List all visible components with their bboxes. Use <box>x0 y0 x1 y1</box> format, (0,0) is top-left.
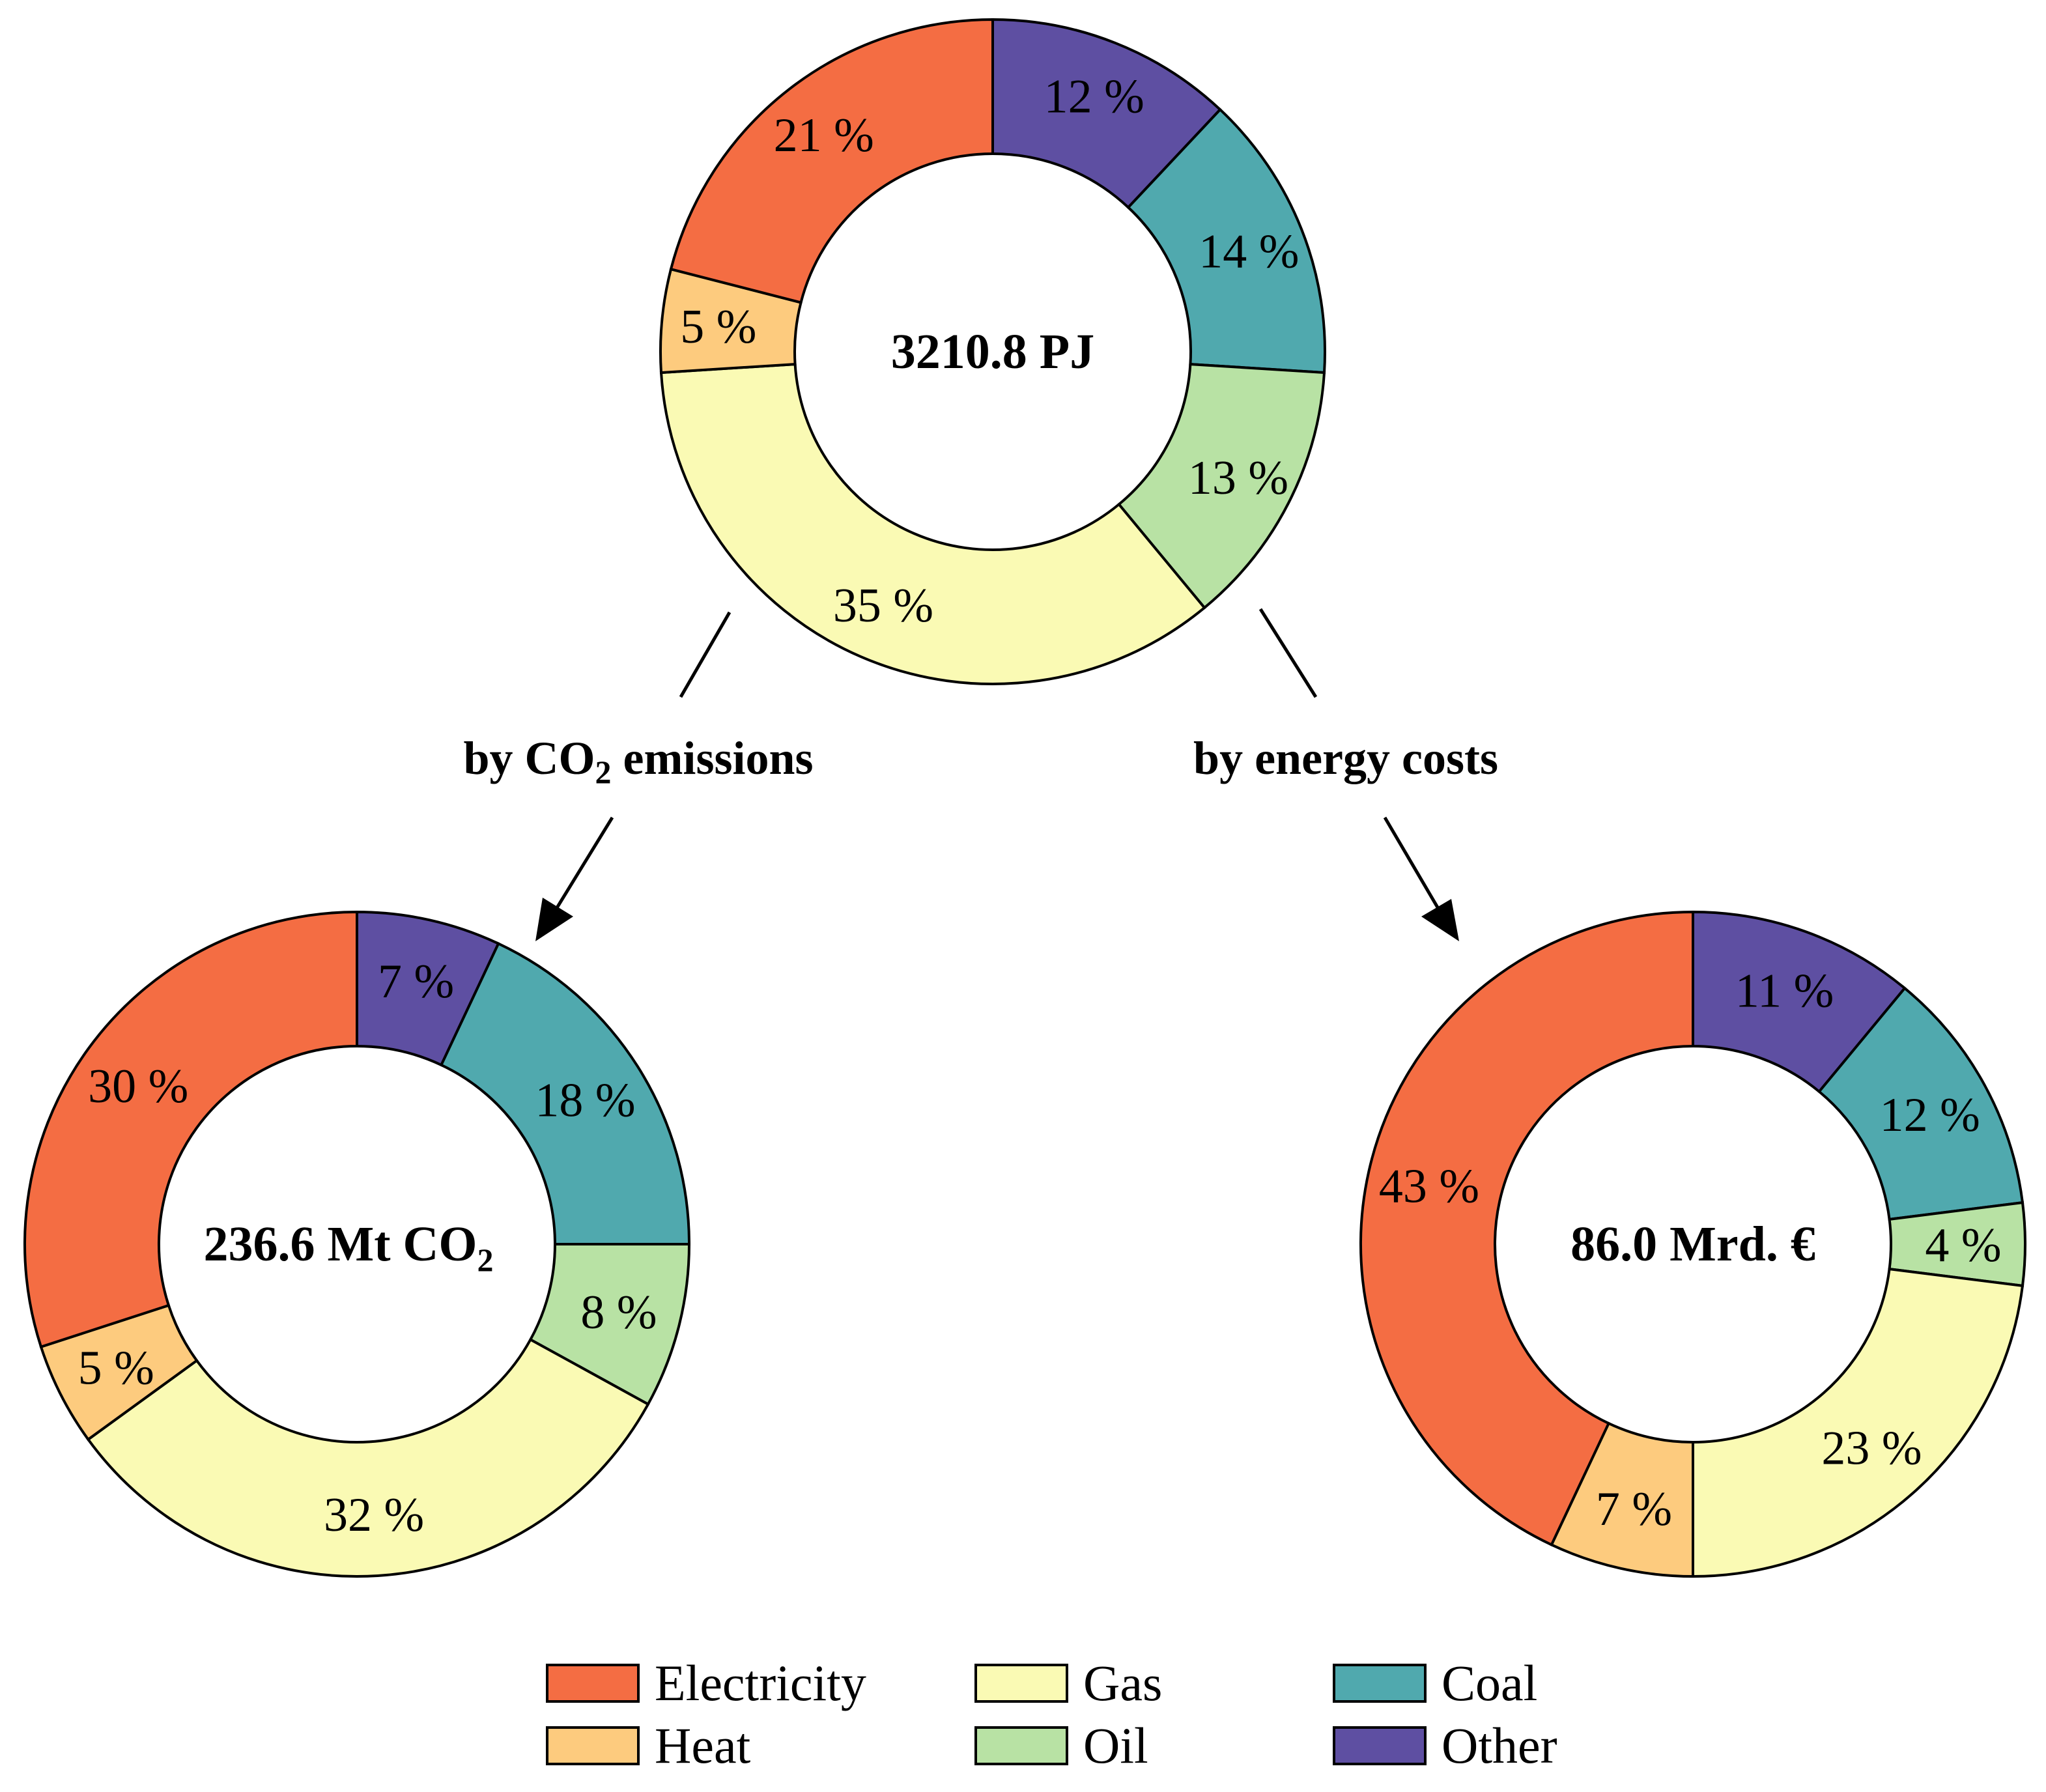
slice-label-electricity-co2-emissions: 30 % <box>88 1060 188 1113</box>
slice-gas-co2-emissions <box>86 1337 650 1578</box>
slice-electricity-energy-costs <box>1359 910 1694 1547</box>
slice-label-electricity-final-energy: 21 % <box>774 109 874 162</box>
slice-label-heat-co2-emissions: 5 % <box>78 1341 154 1395</box>
slice-oil-final-energy <box>1116 362 1326 610</box>
slice-label-oil-final-energy: 13 % <box>1188 451 1288 505</box>
slice-label-other-final-energy: 12 % <box>1044 70 1144 124</box>
slice-label-gas-co2-emissions: 32 % <box>324 1488 424 1542</box>
slice-electricity-co2-emissions <box>23 910 358 1349</box>
legend-label-heat: Heat <box>655 1717 751 1774</box>
legend-swatch-heat <box>546 1726 640 1765</box>
donut-final-energy: 12 % 14 % 13 % 35 % 5 % 21 % <box>659 18 1326 685</box>
slice-label-coal-co2-emissions: 18 % <box>535 1074 635 1128</box>
slice-gas-final-energy <box>659 362 1206 685</box>
legend: Electricity Heat Gas Oil Coal Other <box>546 1655 1557 1774</box>
legend-swatch-gas <box>974 1664 1068 1703</box>
slice-coal-energy-costs <box>1817 986 2025 1221</box>
slice-other-final-energy <box>991 18 1222 210</box>
slice-label-heat-final-energy: 5 % <box>680 300 756 354</box>
connector-line-right-upper <box>1258 608 1318 698</box>
center-label-co2-emissions: 236.6 Mt CO2 <box>203 1217 493 1278</box>
legend-swatch-oil <box>974 1726 1068 1765</box>
legend-label-other: Other <box>1442 1717 1557 1774</box>
slice-label-oil-energy-costs: 4 % <box>1925 1219 2001 1272</box>
donut-energy-costs: 11 % 12 % 4 % 23 % 7 % 43 % <box>1359 910 2026 1578</box>
arrow-head-right <box>1421 899 1459 941</box>
legend-label-electricity: Electricity <box>655 1655 866 1711</box>
legend-label-coal: Coal <box>1442 1655 1537 1711</box>
arrow-line-left <box>550 816 614 917</box>
branch-label-co2: by CO2 emissions <box>463 732 813 790</box>
donut-co2-emissions: 7 % 18 % 8 % 32 % 5 % 30 % <box>23 910 691 1578</box>
connector-line-left-upper <box>679 611 732 698</box>
slice-label-heat-energy-costs: 7 % <box>1596 1483 1672 1536</box>
legend-label-gas: Gas <box>1083 1655 1162 1711</box>
center-label-final-energy: 3210.8 PJ <box>891 324 1094 379</box>
arrow-head-left <box>535 898 573 941</box>
slice-label-gas-energy-costs: 23 % <box>1821 1421 1922 1475</box>
slice-gas-energy-costs <box>1692 1267 2025 1578</box>
slice-coal-final-energy <box>1126 107 1326 375</box>
legend-swatch-coal <box>1333 1664 1427 1703</box>
legend-swatch-other <box>1333 1726 1427 1765</box>
slice-label-other-co2-emissions: 7 % <box>378 955 454 1008</box>
slice-coal-co2-emissions <box>439 941 691 1245</box>
slice-label-coal-final-energy: 14 % <box>1199 225 1299 278</box>
legend-label-oil: Oil <box>1083 1717 1148 1774</box>
legend-swatch-electricity <box>546 1664 640 1703</box>
arrow-line-right <box>1383 816 1444 917</box>
slice-electricity-final-energy <box>669 18 994 304</box>
slice-label-oil-co2-emissions: 8 % <box>580 1286 657 1339</box>
branch-label-costs: by energy costs <box>1193 732 1498 784</box>
slice-label-coal-energy-costs: 12 % <box>1880 1088 1980 1142</box>
slice-label-other-energy-costs: 11 % <box>1735 965 1834 1018</box>
slice-label-electricity-energy-costs: 43 % <box>1379 1159 1479 1213</box>
center-label-energy-costs: 86.0 Mrd. € <box>1570 1217 1815 1272</box>
slice-label-gas-final-energy: 35 % <box>833 579 933 633</box>
